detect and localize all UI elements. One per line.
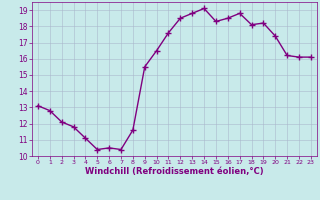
- X-axis label: Windchill (Refroidissement éolien,°C): Windchill (Refroidissement éolien,°C): [85, 167, 264, 176]
